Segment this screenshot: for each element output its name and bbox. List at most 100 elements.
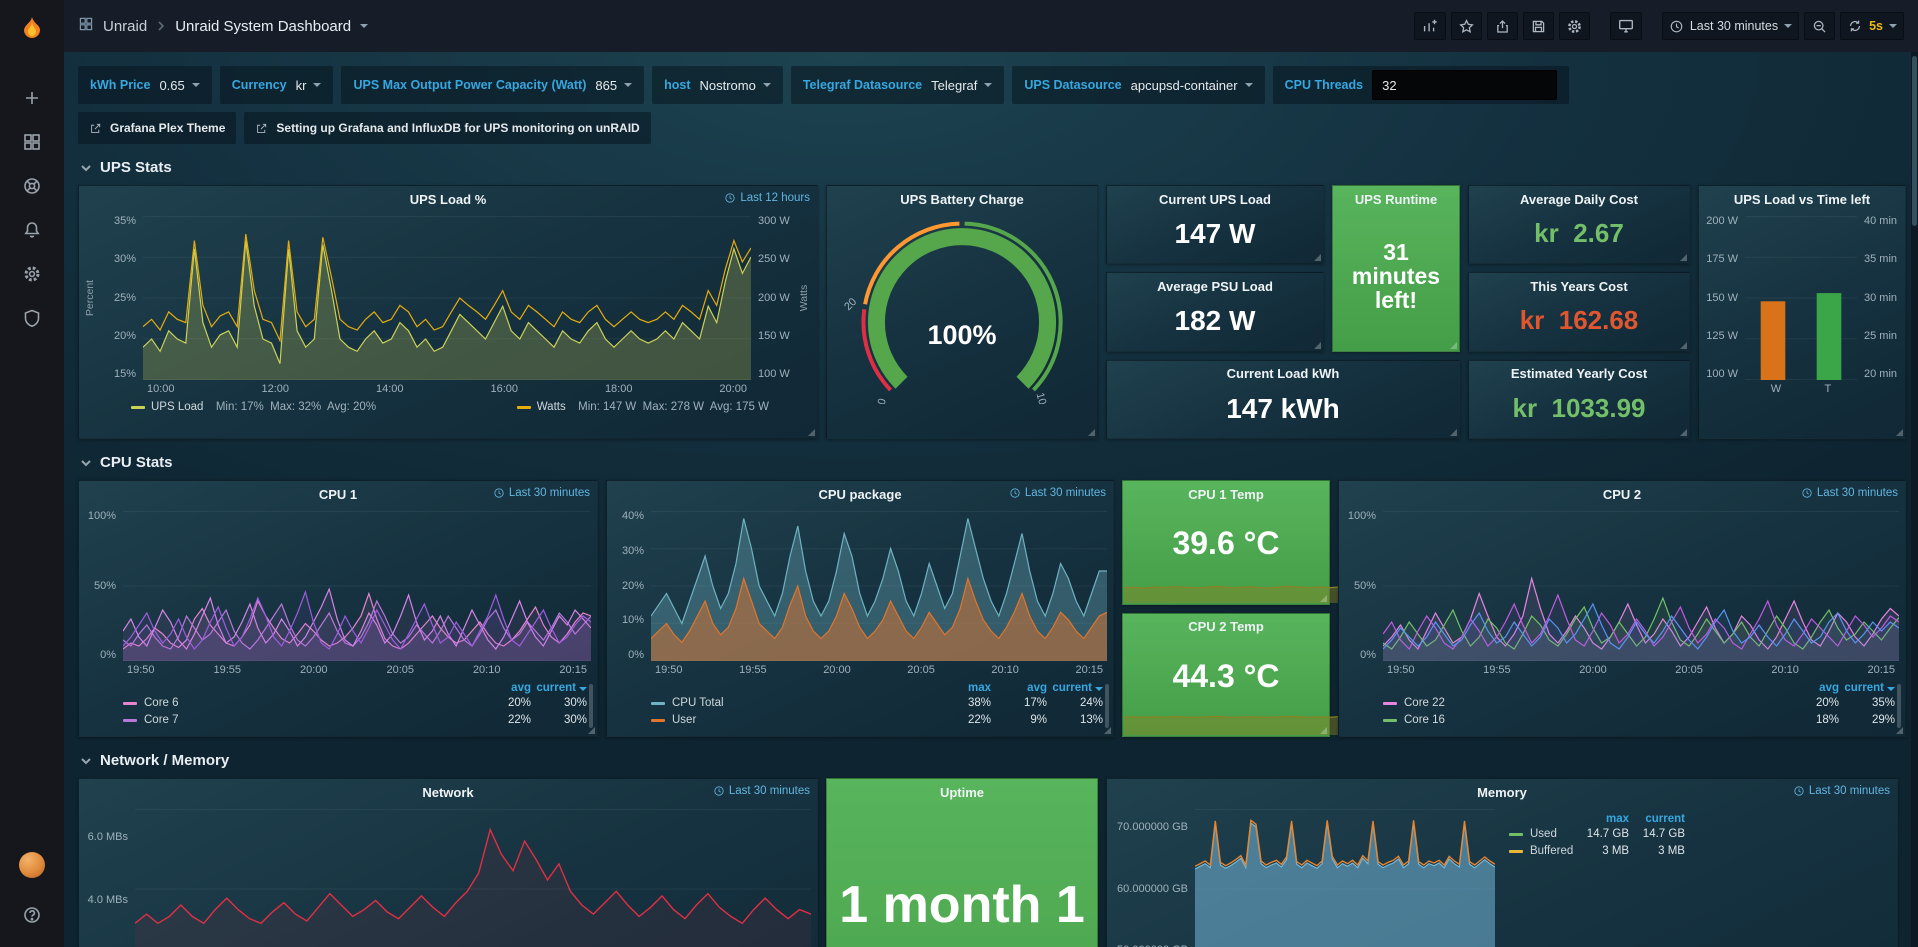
legend-swatch (123, 701, 137, 705)
cycle-view-mode-button[interactable] (1609, 12, 1642, 40)
axis-tick-label: 19:55 (1483, 664, 1511, 676)
sidebar-explore-button[interactable] (10, 164, 54, 208)
axis-tick-label: 18:00 (604, 383, 633, 395)
panel-title[interactable]: Current Load kWh (1226, 366, 1340, 382)
section-header-ups-stats[interactable]: UPS Stats (80, 159, 1906, 176)
legend-series-name[interactable]: Watts (536, 401, 566, 413)
legend-series-name[interactable]: Core 22 (1404, 697, 1445, 709)
share-icon (1497, 19, 1508, 33)
axis-tick-label: 30% (113, 253, 136, 266)
help-button[interactable] (10, 893, 54, 937)
network-chart[interactable] (135, 809, 811, 947)
sidebar-create-button[interactable] (10, 76, 54, 120)
legend-series-name[interactable]: Buffered (1529, 845, 1574, 857)
legend-col-max[interactable]: max (1605, 813, 1629, 825)
grafana-logo[interactable] (12, 10, 52, 50)
panel-title[interactable]: UPS Load % (409, 191, 487, 207)
panel-title[interactable]: Average Daily Cost (1519, 191, 1638, 207)
variable-value-dropdown[interactable]: Nostromo (699, 78, 771, 93)
legend-series-name[interactable]: User (672, 714, 697, 726)
panel-title[interactable]: CPU 1 Temp (1188, 486, 1264, 502)
ups-load-chart[interactable] (143, 216, 751, 380)
refresh-picker[interactable]: 5s (1840, 12, 1904, 40)
save-dashboard-button[interactable] (1522, 12, 1554, 40)
panel-title[interactable]: UPS Battery Charge (900, 191, 1024, 207)
dashboard-settings-button[interactable] (1558, 12, 1590, 40)
legend-series-name[interactable]: CPU Total (672, 697, 724, 709)
legend-swatch (651, 701, 665, 705)
panel-title[interactable]: CPU 2 Temp (1188, 619, 1264, 634)
user-avatar[interactable] (10, 843, 54, 887)
legend-series-name[interactable]: Used (1530, 828, 1557, 840)
section-header-network-memory[interactable]: Network / Memory (80, 752, 1906, 769)
panel-time-badge: Last 30 minutes (1793, 785, 1890, 797)
legend-series-name[interactable]: Core 16 (1404, 714, 1445, 726)
external-link-icon (257, 123, 267, 133)
y-axis-ticks-left: 200 W 175 W 150 W 125 W 100 W (1703, 216, 1745, 380)
variable-value-dropdown[interactable]: Telegraf (931, 78, 993, 93)
link-ups-monitoring-guide[interactable]: Setting up Grafana and InfluxDB for UPS … (244, 112, 651, 144)
zoom-out-time-button[interactable] (1804, 12, 1836, 40)
share-dashboard-button[interactable] (1486, 12, 1518, 40)
axis-tick-label: 300 W (758, 215, 790, 227)
panel-title[interactable]: UPS Runtime (1354, 191, 1438, 207)
stat-value: kr 1033.99 (1512, 392, 1646, 423)
time-range-picker[interactable]: Last 30 minutes (1661, 12, 1800, 40)
panel-title[interactable]: CPU 2 (1602, 486, 1642, 502)
variable-value-dropdown[interactable]: apcupsd-container (1131, 78, 1253, 93)
panel-title[interactable]: UPS Load vs Time left (1733, 191, 1871, 207)
legend-col-current[interactable]: current (1645, 813, 1685, 825)
variable-value-dropdown[interactable]: 865 (595, 78, 633, 93)
panel-title[interactable]: Uptime (939, 784, 985, 800)
panel-title[interactable]: Network (422, 784, 474, 800)
panel-this-years-cost: This Years Cost kr 162.68 (1468, 272, 1690, 352)
panel-title[interactable]: CPU 1 (318, 486, 358, 502)
sidebar-server-admin-button[interactable] (10, 296, 54, 340)
breadcrumb-app[interactable]: Unraid (103, 17, 148, 35)
legend-scrollbar[interactable] (589, 684, 593, 728)
panel-title[interactable]: Estimated Yearly Cost (1510, 366, 1648, 382)
panel-title[interactable]: Memory (1477, 784, 1527, 800)
legend-series-name[interactable]: Core 7 (144, 714, 179, 726)
panel-title[interactable]: This Years Cost (1530, 278, 1628, 294)
panel-title[interactable]: CPU package (818, 486, 902, 502)
sidebar-configuration-button[interactable] (10, 252, 54, 296)
breadcrumb-dashboard-title[interactable]: Unraid System Dashboard (175, 17, 352, 35)
legend-col-avg[interactable]: avg (1819, 682, 1839, 694)
variable-value-dropdown[interactable]: kr (296, 78, 322, 93)
ups-bars-chart[interactable] (1745, 216, 1857, 380)
axis-tick-label: 25% (113, 291, 136, 304)
section-header-cpu-stats[interactable]: CPU Stats (80, 454, 1906, 471)
legend-col-current[interactable]: current (531, 682, 587, 694)
variable-value-dropdown[interactable]: 0.65 (159, 78, 200, 93)
axis-tick-label: 19:55 (739, 664, 767, 676)
sidebar-alerting-button[interactable] (10, 208, 54, 252)
chevron-down-icon[interactable] (360, 24, 369, 28)
legend-col-max[interactable]: max (967, 682, 991, 694)
legend-scrollbar[interactable] (1897, 684, 1901, 728)
cpu2-chart[interactable] (1383, 511, 1899, 661)
legend-series-name[interactable]: UPS Load (151, 401, 204, 413)
legend-col-current[interactable]: current (1047, 682, 1103, 694)
page-scrollbar[interactable] (1911, 52, 1918, 947)
cpu-package-chart[interactable] (651, 511, 1107, 661)
panel-title[interactable]: Average PSU Load (1157, 278, 1273, 294)
legend-series-name[interactable]: Core 6 (144, 697, 179, 709)
add-panel-button[interactable] (1413, 12, 1446, 40)
memory-chart[interactable] (1195, 809, 1495, 947)
cpu-threads-input[interactable] (1372, 70, 1558, 100)
cpu1-chart[interactable] (123, 511, 591, 661)
star-dashboard-button[interactable] (1450, 12, 1482, 40)
panel-title[interactable]: Current UPS Load (1159, 191, 1271, 207)
legend-scrollbar[interactable] (1105, 684, 1109, 728)
legend-col-current[interactable]: current (1839, 682, 1895, 694)
legend-col-avg[interactable]: avg (1027, 682, 1047, 694)
legend-swatch (131, 405, 145, 409)
ups-stat-grid: Current UPS Load 147 W UPS Runtime 31 mi… (1106, 185, 1690, 439)
variable-label: CPU Threads (1284, 78, 1364, 92)
sidebar-dashboards-button[interactable] (10, 120, 54, 164)
link-grafana-plex-theme[interactable]: Grafana Plex Theme (78, 112, 237, 144)
legend-col-avg[interactable]: avg (511, 682, 531, 694)
axis-tick-label: 6.0 MBs (87, 831, 128, 843)
scrollbar-thumb[interactable] (1912, 56, 1917, 226)
